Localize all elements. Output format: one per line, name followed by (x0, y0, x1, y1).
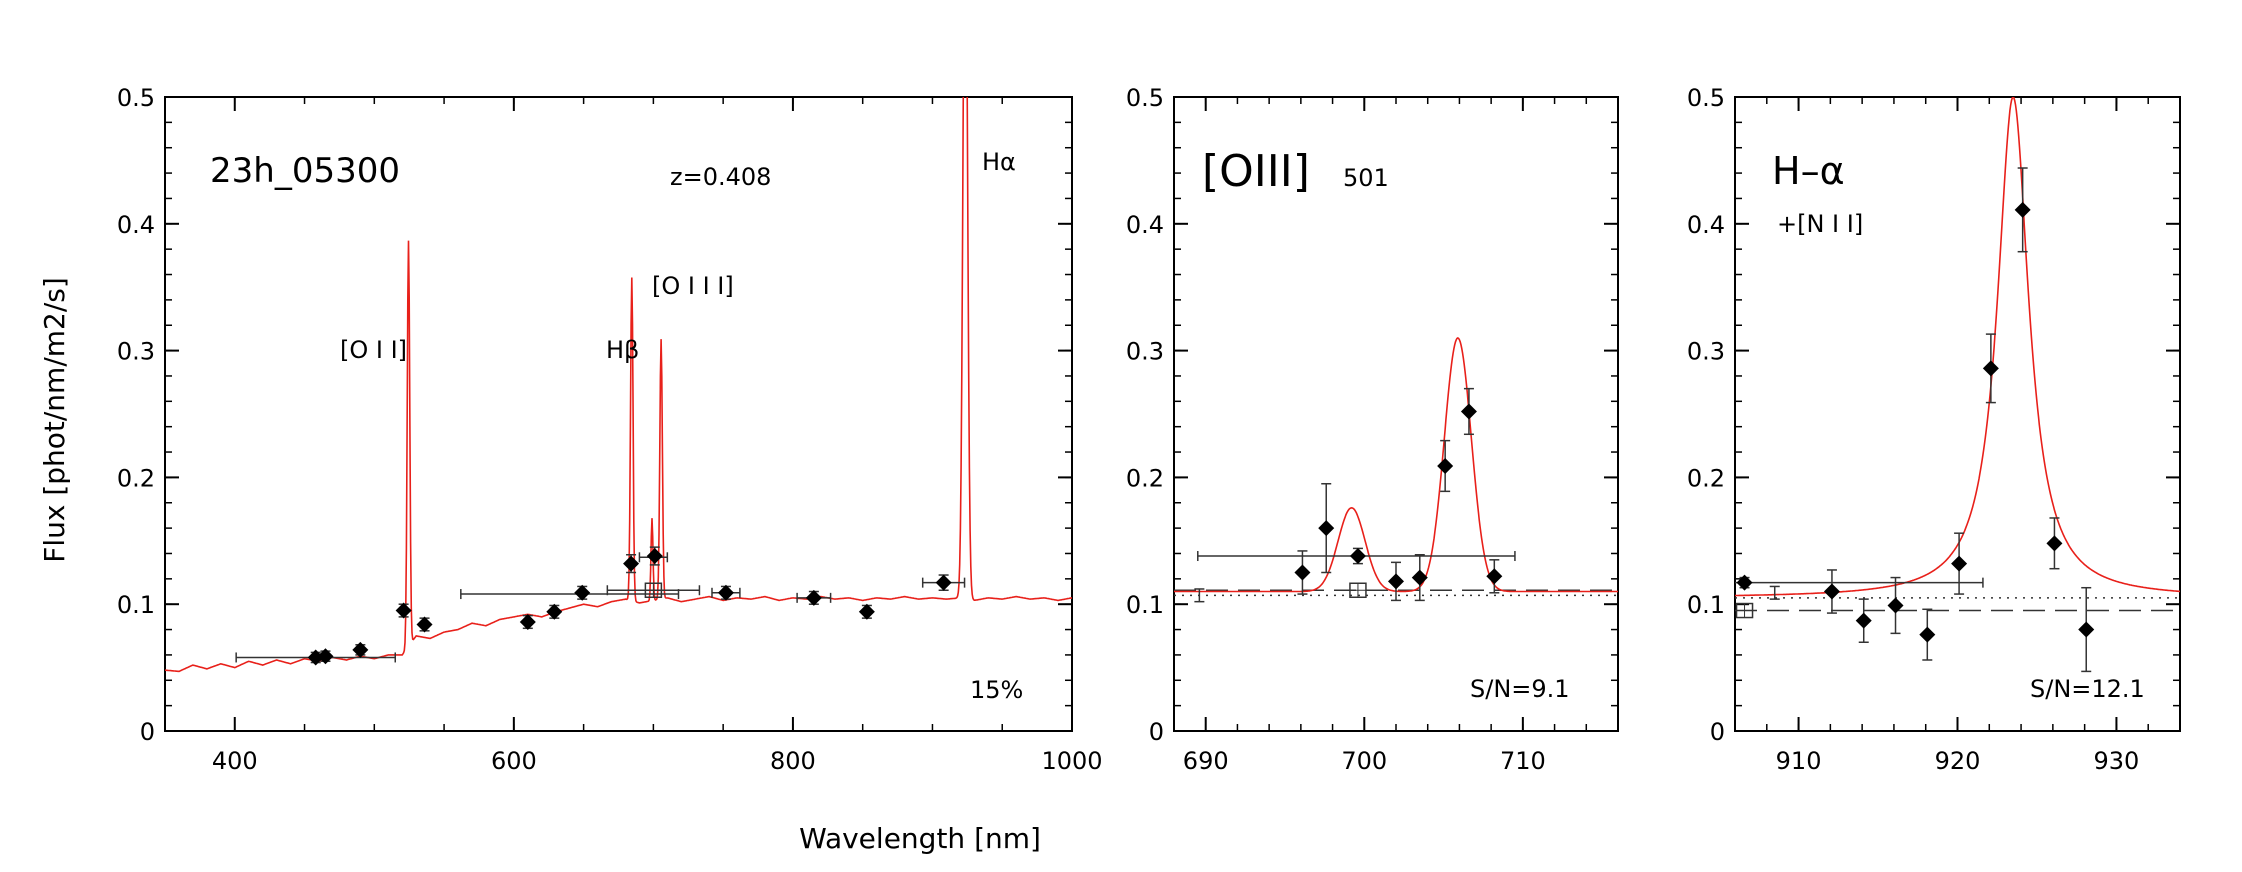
data-point (1318, 520, 1335, 537)
x-tick-label: 690 (1183, 747, 1229, 775)
data-point (2046, 535, 2063, 552)
data-point (1919, 626, 1936, 643)
x-tick-label: 700 (1341, 747, 1387, 775)
redshift-label: z=0.408 (670, 163, 771, 191)
y-axis-label: Flux [phot/nm/m2/s] (38, 277, 71, 563)
y-tick-label: 0.5 (117, 84, 155, 112)
data-point (2014, 201, 2031, 218)
y-tick-label: 0.5 (1126, 84, 1164, 112)
data-point (1855, 612, 1872, 629)
data-point (1460, 403, 1477, 420)
data-point (2078, 621, 2095, 638)
x-tick-label: 400 (212, 747, 258, 775)
data-point (1437, 457, 1454, 474)
data-point (935, 574, 952, 591)
y-tick-label: 0 (1149, 718, 1164, 746)
axes-frame (164, 96, 1073, 732)
y-tick-label: 0.4 (1126, 211, 1164, 239)
data-point (646, 548, 663, 565)
x-tick-label: 930 (2094, 747, 2140, 775)
data-point (519, 613, 536, 630)
model-spectrum-line (1735, 97, 2180, 597)
oiii-title-suffix: 501 (1343, 164, 1389, 192)
line-label-oiii: [O I I I] (652, 272, 734, 300)
y-tick-label: 0.3 (1687, 338, 1725, 366)
x-tick-label: 1000 (1041, 747, 1102, 775)
y-tick-label: 0.1 (1687, 591, 1725, 619)
continuum-fraction-label: 15% (970, 676, 1023, 704)
y-tick-label: 0.4 (1687, 211, 1725, 239)
data-point (1736, 574, 1753, 591)
halpha-snr-label: S/N=12.1 (2030, 675, 2145, 703)
x-axis-label: Wavelength [nm] (799, 822, 1041, 855)
y-tick-label: 0.1 (117, 591, 155, 619)
data-point (1486, 568, 1503, 585)
data-point (307, 649, 324, 666)
x-tick-label: 600 (491, 747, 537, 775)
data-point (574, 584, 591, 601)
data-point (546, 603, 563, 620)
oiii-snr-label: S/N=9.1 (1470, 675, 1570, 703)
data-point (416, 616, 433, 633)
data-point (395, 602, 412, 619)
line-label-halpha: Hα (982, 148, 1016, 176)
x-tick-label: 800 (770, 747, 816, 775)
y-tick-label: 0 (140, 718, 155, 746)
line-label-hbeta: Hβ (606, 336, 639, 364)
y-tick-label: 0.5 (1687, 84, 1725, 112)
y-tick-label: 0.1 (1126, 591, 1164, 619)
model-spectrum-line (1174, 336, 1618, 593)
panel-halpha: 0 0.1 0.2 0.3 0.4 0.5 910 920 930 (1687, 84, 2181, 775)
data-point (717, 584, 734, 601)
data-point (858, 603, 875, 620)
halpha-title: H–α (1772, 149, 1845, 193)
data-point (623, 555, 640, 572)
y-tick-label: 0.3 (117, 338, 155, 366)
panel-full-spectrum: 0 0.1 0.2 0.3 0.4 0.5 400 600 800 1000 (117, 84, 1103, 775)
oiii-title: [OIII] (1202, 146, 1310, 197)
y-tick-label: 0 (1710, 718, 1725, 746)
y-tick-label: 0.2 (117, 464, 155, 492)
line-label-oii: [O I I] (340, 336, 407, 364)
data-point (1823, 583, 1840, 600)
y-tick-label: 0.2 (1126, 464, 1164, 492)
data-point (1951, 555, 1968, 572)
data-point (805, 589, 822, 606)
data-point (1982, 360, 1999, 377)
data-point (1887, 597, 1904, 614)
data-point (352, 641, 369, 658)
data-point (317, 648, 334, 665)
y-tick-label: 0.2 (1687, 464, 1725, 492)
y-tick-label: 0.4 (117, 211, 155, 239)
x-tick-label: 710 (1500, 747, 1546, 775)
data-point (1411, 569, 1428, 586)
panel-oiii: 0 0.1 0.2 0.3 0.4 0.5 690 700 710 (1126, 84, 1619, 775)
x-tick-label: 920 (1935, 747, 1981, 775)
halpha-subtitle: +[N I I] (1777, 210, 1863, 238)
data-point (1349, 548, 1366, 565)
x-tick-label: 910 (1776, 747, 1822, 775)
data-point (1294, 564, 1311, 581)
data-point (1388, 573, 1404, 590)
object-name: 23h_05300 (210, 151, 400, 191)
y-tick-label: 0.3 (1126, 338, 1164, 366)
